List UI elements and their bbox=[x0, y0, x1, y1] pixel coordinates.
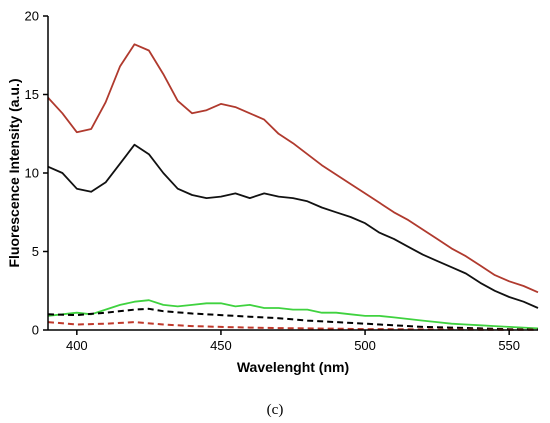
x-ticks: 400 450 500 550 bbox=[66, 330, 520, 353]
x-tick-label: 450 bbox=[210, 338, 232, 353]
series-line-4 bbox=[47, 307, 539, 331]
series-line-3 bbox=[47, 299, 539, 330]
y-axis-title: Fluorescence Intensity (a.u.) bbox=[6, 78, 22, 267]
y-tick-label: 5 bbox=[32, 244, 39, 259]
series-line-1 bbox=[47, 43, 539, 294]
y-tick-label: 0 bbox=[32, 323, 39, 338]
y-tick-label: 15 bbox=[25, 87, 39, 102]
series-layer bbox=[47, 43, 539, 331]
x-tick-label: 550 bbox=[498, 338, 520, 353]
series-line-5 bbox=[47, 321, 539, 331]
y-ticks: 0 5 10 15 20 bbox=[25, 9, 48, 338]
y-tick-label: 10 bbox=[25, 166, 39, 181]
x-tick-label: 500 bbox=[354, 338, 376, 353]
x-tick-label: 400 bbox=[66, 338, 88, 353]
x-axis-title: Wavelenght (nm) bbox=[237, 359, 349, 375]
panel-label: (c) bbox=[267, 402, 284, 418]
y-tick-label: 20 bbox=[25, 9, 39, 24]
series-line-2 bbox=[47, 143, 539, 309]
